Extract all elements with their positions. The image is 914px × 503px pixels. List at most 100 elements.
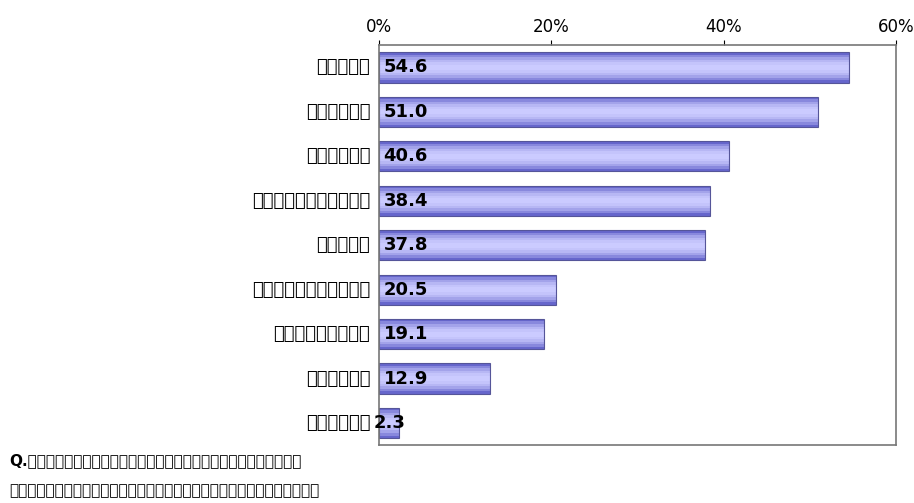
Text: 19.1: 19.1 xyxy=(384,325,428,343)
Bar xyxy=(379,391,490,394)
Bar xyxy=(379,339,544,342)
Bar xyxy=(379,97,818,127)
Bar xyxy=(379,250,705,253)
Bar xyxy=(379,60,849,62)
Text: かけスポットについて、あてはまるものをお答えください。（いくつでも）: かけスポットについて、あてはまるものをお答えください。（いくつでも） xyxy=(9,483,319,498)
Bar xyxy=(379,193,710,196)
Bar xyxy=(379,287,556,290)
Bar xyxy=(379,213,710,216)
Bar xyxy=(379,297,556,300)
Bar xyxy=(379,198,710,201)
Bar xyxy=(379,275,556,277)
Text: 54.6: 54.6 xyxy=(384,58,428,76)
Bar xyxy=(379,423,399,426)
Bar xyxy=(379,302,556,305)
Bar xyxy=(379,70,849,72)
Bar xyxy=(379,80,849,82)
Bar xyxy=(379,331,544,334)
Text: 38.4: 38.4 xyxy=(384,192,428,210)
Bar xyxy=(379,384,490,386)
Bar xyxy=(379,109,818,112)
Text: 温泉めぐり: 温泉めぐり xyxy=(316,58,370,76)
Bar xyxy=(379,242,705,245)
Bar xyxy=(379,408,399,438)
Bar xyxy=(379,277,556,280)
Bar xyxy=(379,208,710,211)
Bar xyxy=(379,191,710,193)
Bar xyxy=(379,292,556,295)
Bar xyxy=(379,418,399,421)
Bar xyxy=(379,415,399,418)
Bar xyxy=(379,373,490,376)
Bar xyxy=(379,186,710,188)
Text: 紅葉めぐり: 紅葉めぐり xyxy=(316,236,370,254)
Bar xyxy=(379,324,544,326)
Text: 今年出来た観光スポット: 今年出来た観光スポット xyxy=(252,281,370,299)
Bar xyxy=(379,77,849,80)
Text: 37.8: 37.8 xyxy=(384,236,428,254)
Text: 40.6: 40.6 xyxy=(384,147,428,165)
Bar xyxy=(379,376,490,378)
Bar xyxy=(379,344,544,347)
Bar xyxy=(379,258,705,261)
Bar xyxy=(379,120,818,122)
Bar xyxy=(379,431,399,433)
Bar xyxy=(379,363,490,394)
Bar xyxy=(379,275,556,305)
Bar xyxy=(379,159,728,161)
Bar xyxy=(379,282,556,285)
Bar xyxy=(379,141,728,172)
Bar xyxy=(379,154,728,156)
Bar xyxy=(379,421,399,423)
Text: ウィンタースポーツ: ウィンタースポーツ xyxy=(273,325,370,343)
Bar xyxy=(379,149,728,151)
Bar xyxy=(379,410,399,413)
Bar xyxy=(379,300,556,302)
Bar xyxy=(379,321,544,324)
Text: Q.あなたがこの冬、ご家族、ご友人、恐人と一緒に行ってみたいお出: Q.あなたがこの冬、ご家族、ご友人、恐人と一緒に行ってみたいお出 xyxy=(9,453,302,468)
Bar xyxy=(379,203,710,206)
Bar xyxy=(379,62,849,65)
Bar xyxy=(379,230,705,232)
Bar xyxy=(379,57,849,60)
Bar xyxy=(379,211,710,213)
Bar xyxy=(379,141,728,144)
Text: テーマパーク: テーマパーク xyxy=(305,103,370,121)
Bar xyxy=(379,235,705,237)
Text: スポーツ観戦: スポーツ観戦 xyxy=(305,370,370,387)
Text: イルミネーションめぐり: イルミネーションめぐり xyxy=(252,192,370,210)
Bar xyxy=(379,196,710,198)
Bar xyxy=(379,413,399,415)
Bar xyxy=(379,368,490,371)
Bar xyxy=(379,115,818,117)
Bar xyxy=(379,104,818,107)
Bar xyxy=(379,52,849,55)
Text: 51.0: 51.0 xyxy=(384,103,428,121)
Bar xyxy=(379,436,399,438)
Bar xyxy=(379,237,705,240)
Bar xyxy=(379,280,556,282)
Bar xyxy=(379,253,705,256)
Bar xyxy=(379,245,705,248)
Bar xyxy=(379,326,544,329)
Bar xyxy=(379,433,399,436)
Bar xyxy=(379,102,818,104)
Bar xyxy=(379,319,544,321)
Bar xyxy=(379,72,849,75)
Bar xyxy=(379,125,818,127)
Bar xyxy=(379,161,728,164)
Bar xyxy=(379,75,849,77)
Bar xyxy=(379,122,818,125)
Text: 2.3: 2.3 xyxy=(373,414,405,432)
Bar xyxy=(379,428,399,431)
Bar xyxy=(379,366,490,368)
Bar xyxy=(379,201,710,203)
Bar xyxy=(379,55,849,57)
Bar xyxy=(379,146,728,149)
Bar xyxy=(379,329,544,331)
Bar xyxy=(379,290,556,292)
Bar xyxy=(379,342,544,344)
Bar xyxy=(379,334,544,337)
Bar xyxy=(379,156,728,159)
Bar xyxy=(379,169,728,172)
